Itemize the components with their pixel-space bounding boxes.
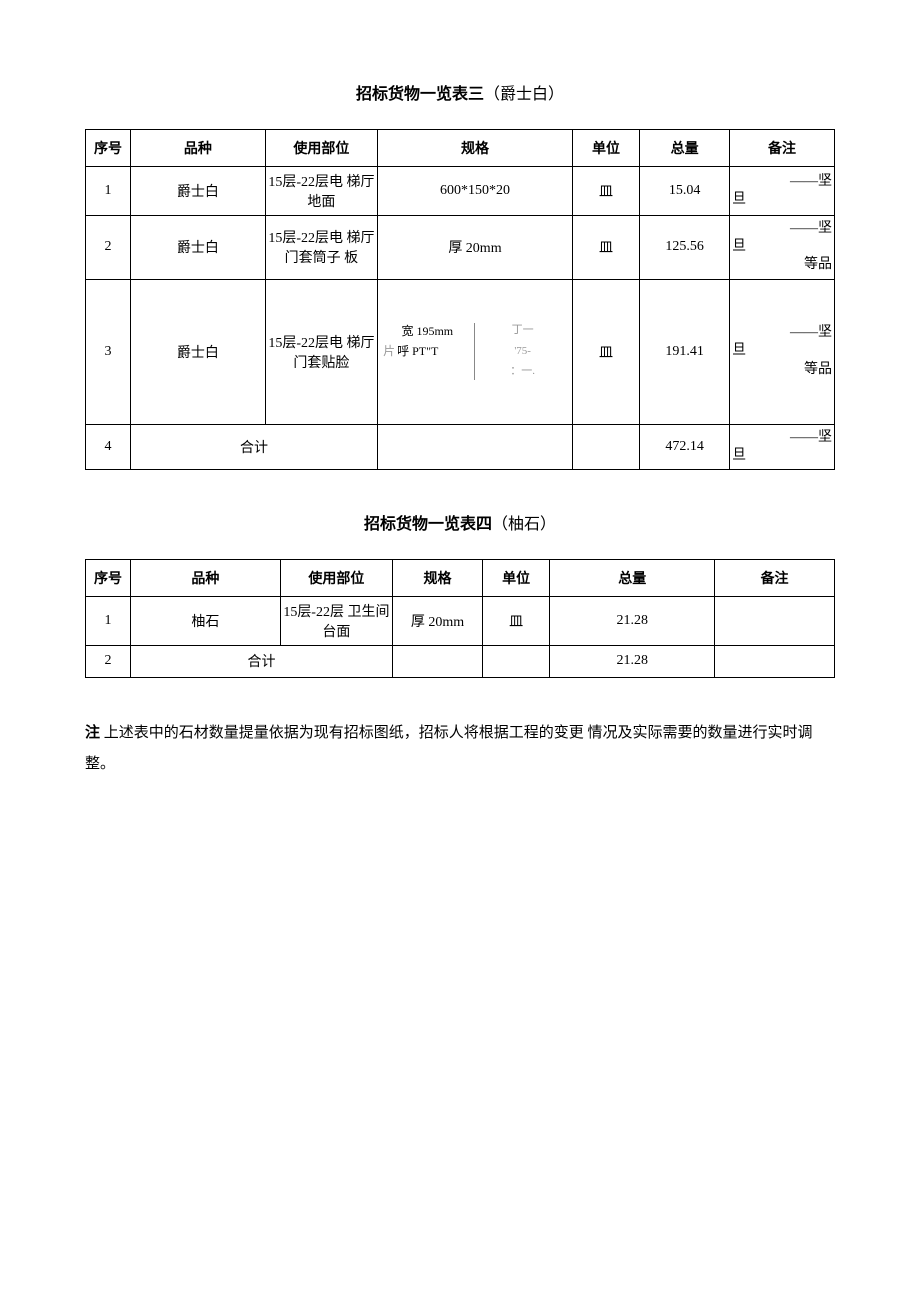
table3-row2: 2 爵士白 15层-22层电 梯厅门套筒子 板 厚 20mm 皿 125.56 … (86, 216, 835, 280)
table4-title-main: 招标货物一览表四 (364, 516, 492, 533)
t3r2-variety: 爵士白 (130, 216, 265, 280)
table4-h0: 序号 (86, 559, 131, 596)
note-text: 上述表中的石材数量提量依据为现有招标图纸，招标人将根据工程的变更 情况及实际需要… (85, 725, 813, 773)
t3r2-part: 15层-22层电 梯厅门套筒子 板 (265, 216, 377, 280)
t3r3-qty: 191.41 (640, 279, 730, 424)
t3r2-qty: 125.56 (640, 216, 730, 280)
table3-header-row: 序号 品种 使用部位 规格 单位 总量 备注 (86, 130, 835, 167)
t4r2-variety: 合计 (130, 645, 392, 677)
t3r2-remark: ——坚 旦 等品 (730, 216, 835, 280)
table3-title-paren: （爵士白） (484, 86, 564, 103)
note-paragraph: 注 上述表中的石材数量提量依据为现有招标图纸，招标人将根据工程的变更 情况及实际… (85, 718, 835, 781)
t3r4-spec (378, 424, 573, 469)
t4r1-part: 15层-22层 卫生间台面 (280, 596, 392, 645)
table3-title: 招标货物一览表三（爵士白） (85, 80, 835, 104)
t4r1-spec: 厚 20mm (393, 596, 483, 645)
t3r2-seq: 2 (86, 216, 131, 280)
table3-row3: 3 爵士白 15层-22层电 梯厅门套贴脸 宽 195mm 片 呼 PT"T 丁… (86, 279, 835, 424)
t4r2-seq: 2 (86, 645, 131, 677)
t3r3-part: 15层-22层电 梯厅门套贴脸 (265, 279, 377, 424)
table3-title-main: 招标货物一览表三 (356, 86, 484, 103)
t3r1-seq: 1 (86, 167, 131, 216)
t3r1-unit: 皿 (572, 167, 639, 216)
t3r1-part: 15层-22层电 梯厅地面 (265, 167, 377, 216)
t3r1-qty: 15.04 (640, 167, 730, 216)
table3-h1: 品种 (130, 130, 265, 167)
table4: 序号 品种 使用部位 规格 单位 总量 备注 1 柚石 15层-22层 卫生间台… (85, 559, 835, 678)
t3r3-remark: ——坚 旦 等品 (730, 279, 835, 424)
t3r2-unit: 皿 (572, 216, 639, 280)
table3-h5: 总量 (640, 130, 730, 167)
table3-h4: 单位 (572, 130, 639, 167)
table4-title: 招标货物一览表四（柚石） (85, 510, 835, 534)
t3r3-seq: 3 (86, 279, 131, 424)
t4r2-unit (482, 645, 549, 677)
table4-row1: 1 柚石 15层-22层 卫生间台面 厚 20mm 皿 21.28 (86, 596, 835, 645)
t3r4-remark: ——坚 旦 (730, 424, 835, 469)
table3-row4: 4 合计 472.14 ——坚 旦 (86, 424, 835, 469)
table4-h5: 总量 (550, 559, 715, 596)
note-label: 注 (85, 725, 100, 741)
table4-header-row: 序号 品种 使用部位 规格 单位 总量 备注 (86, 559, 835, 596)
t3r4-seq: 4 (86, 424, 131, 469)
t4r1-remark (715, 596, 835, 645)
table3-h3: 规格 (378, 130, 573, 167)
table3: 序号 品种 使用部位 规格 单位 总量 备注 1 爵士白 15层-22层电 梯厅… (85, 129, 835, 470)
t3r1-remark: ——坚 旦 (730, 167, 835, 216)
t3r1-variety: 爵士白 (130, 167, 265, 216)
t4r1-qty: 21.28 (550, 596, 715, 645)
t3r3-variety: 爵士白 (130, 279, 265, 424)
t4r2-remark (715, 645, 835, 677)
t4r1-seq: 1 (86, 596, 131, 645)
t3r4-variety: 合计 (130, 424, 377, 469)
t3r3-unit: 皿 (572, 279, 639, 424)
table4-h3: 规格 (393, 559, 483, 596)
table4-h6: 备注 (715, 559, 835, 596)
t4r1-variety: 柚石 (130, 596, 280, 645)
t3r1-spec: 600*150*20 (378, 167, 573, 216)
table4-h4: 单位 (482, 559, 549, 596)
table3-h2: 使用部位 (265, 130, 377, 167)
t4r2-qty: 21.28 (550, 645, 715, 677)
t3r3-spec: 宽 195mm 片 呼 PT"T 丁一 '75- ：一. (378, 279, 573, 424)
t3r4-qty: 472.14 (640, 424, 730, 469)
table3-h0: 序号 (86, 130, 131, 167)
table3-h6: 备注 (730, 130, 835, 167)
table4-row2: 2 合计 21.28 (86, 645, 835, 677)
table4-h1: 品种 (130, 559, 280, 596)
t3r4-unit (572, 424, 639, 469)
t4r2-spec (393, 645, 483, 677)
table4-h2: 使用部位 (280, 559, 392, 596)
t4r1-unit: 皿 (482, 596, 549, 645)
table3-row1: 1 爵士白 15层-22层电 梯厅地面 600*150*20 皿 15.04 —… (86, 167, 835, 216)
table4-title-paren: （柚石） (492, 516, 556, 533)
t3r2-spec: 厚 20mm (378, 216, 573, 280)
